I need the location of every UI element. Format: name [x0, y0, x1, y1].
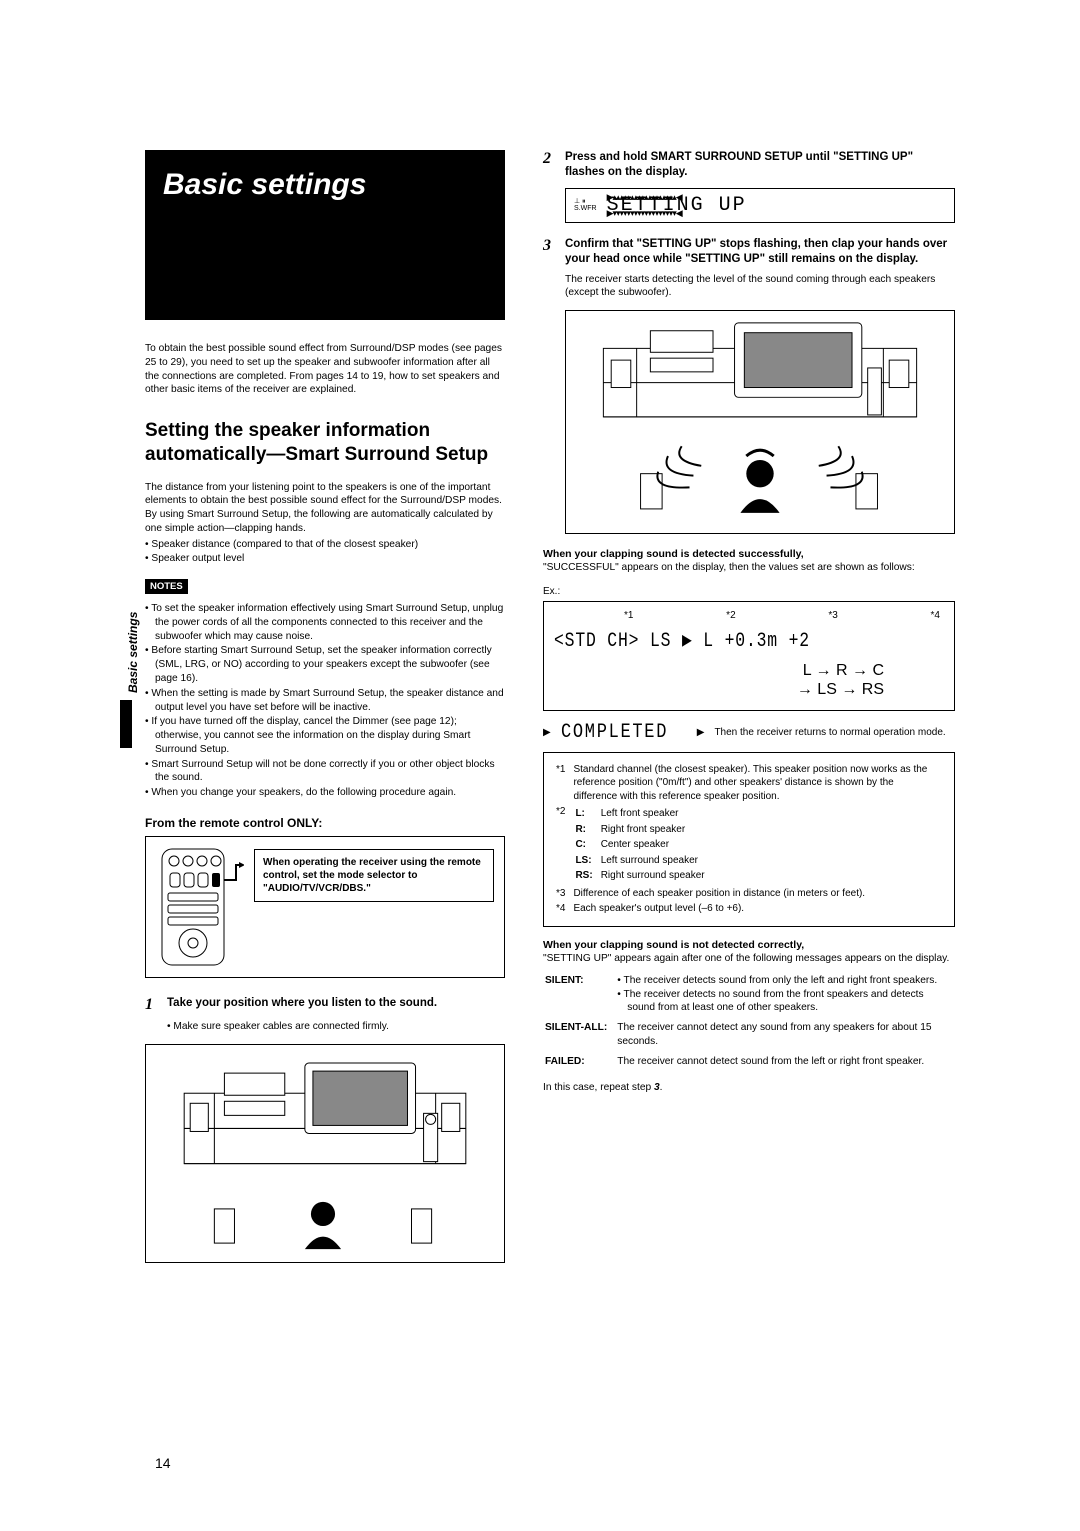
remote-caption: When operating the receiver using the re…	[254, 849, 494, 902]
calc-bullet-0: Speaker distance (compared to that of th…	[145, 538, 505, 552]
completed-note: Then the receiver returns to normal oper…	[714, 726, 945, 739]
fn2-key: *2	[556, 805, 571, 885]
err-silent-0: The receiver detects sound from only the…	[617, 974, 953, 988]
fn2-LS-key: LS:	[575, 855, 591, 866]
display-indicators-icon: ⊥ ⏸S.WFR	[574, 198, 597, 212]
notes-label: NOTES	[145, 579, 188, 594]
err-silent-key: SILENT:	[545, 974, 615, 1019]
success-text: "SUCCESSFUL" appears on the display, the…	[543, 561, 955, 575]
note-4: Smart Surround Setup will not be done co…	[145, 758, 505, 786]
remote-only-heading: From the remote control ONLY:	[145, 816, 505, 830]
step-3-number: 3	[543, 237, 557, 267]
step-2-text: Press and hold SMART SURROUND SETUP unti…	[565, 150, 955, 180]
error-table: SILENT: The receiver detects sound from …	[543, 972, 955, 1075]
page-number: 14	[155, 1455, 171, 1471]
completed-display-text: COMPLETED	[561, 721, 668, 744]
note-3: If you have turned off the display, canc…	[145, 715, 505, 756]
clap-illustration	[565, 310, 955, 534]
remote-diagram-box: When operating the receiver using the re…	[145, 836, 505, 978]
side-tab	[120, 700, 132, 748]
fn2-LS-val: Left surround speaker	[601, 854, 711, 868]
fn2-L-key: L:	[575, 808, 584, 819]
page-content: Basic settings To obtain the best possib…	[145, 150, 970, 1263]
channel-readout-box: *1 *2 *3 *4 <STD CH> LS ▶ L +0.3m +2 L →…	[543, 601, 955, 710]
step-3-sub: The receiver starts detecting the level …	[565, 273, 955, 301]
sequence-line-1: L → R → C	[803, 662, 884, 679]
err-silent-1: The receiver detects no sound from the f…	[617, 988, 953, 1016]
step-1-sub: Make sure speaker cables are connected f…	[167, 1020, 505, 1034]
note-2: When the setting is made by Smart Surrou…	[145, 687, 505, 715]
step-1: 1 Take your position where you listen to…	[145, 996, 505, 1014]
blink-arrows-icon: ▶▴▴▴▴▴▴▴▴▴▴▴▴▴▴▴▴▴▴◀ SETTING UP ▶▾▾▾▾▾▾▾…	[607, 195, 747, 216]
play-icon: ▶	[543, 727, 551, 738]
fn2-RS-val: Right surround speaker	[601, 869, 711, 883]
remote-icon	[156, 847, 244, 967]
marker-3: *3	[828, 610, 837, 621]
err-failed-text: The receiver cannot detect sound from th…	[617, 1055, 953, 1073]
success-heading: When your clapping sound is detected suc…	[543, 548, 955, 562]
repeat-suffix: .	[660, 1082, 663, 1093]
para-distance: The distance from your listening point t…	[145, 481, 505, 509]
err-failed-key: FAILED:	[545, 1055, 615, 1073]
note-0: To set the speaker information effective…	[145, 602, 505, 643]
footnote-markers: *1 *2 *3 *4	[554, 610, 944, 623]
para-autocalc: By using Smart Surround Setup, the follo…	[145, 508, 505, 536]
room-diagram-icon	[154, 1053, 496, 1254]
fn2-body: L: Left front speaker R: Right front speak…	[573, 805, 942, 885]
fn3-key: *3	[556, 887, 571, 901]
notes-list: To set the speaker information effective…	[145, 602, 505, 800]
example-label: Ex.:	[543, 586, 560, 597]
fn2-C-val: Center speaker	[601, 838, 711, 852]
fail-text: "SETTING UP" appears again after one of …	[543, 952, 955, 966]
err-silentall-text: The receiver cannot detect any sound fro…	[617, 1021, 953, 1053]
fail-heading: When your clapping sound is not detected…	[543, 939, 955, 953]
err-silentall-key: SILENT-ALL:	[545, 1021, 615, 1053]
calc-bullet-list: Speaker distance (compared to that of th…	[145, 538, 505, 567]
page-title: Basic settings	[163, 168, 487, 202]
fn4-key: *4	[556, 902, 571, 916]
step-2: 2 Press and hold SMART SURROUND SETUP un…	[543, 150, 955, 180]
step-3-text: Confirm that "SETTING UP" stops flashing…	[565, 237, 955, 267]
footnotes-box: *1 Standard channel (the closest speaker…	[543, 752, 955, 927]
repeat-instruction: In this case, repeat step 3.	[543, 1081, 955, 1095]
completed-row: ▶ COMPLETED ▶ Then the receiver returns …	[543, 721, 955, 744]
note-1: Before starting Smart Surround Setup, se…	[145, 644, 505, 685]
marker-4: *4	[931, 610, 940, 621]
setting-up-display: ⊥ ⏸S.WFR ▶▴▴▴▴▴▴▴▴▴▴▴▴▴▴▴▴▴▴◀ SETTING UP…	[565, 188, 955, 223]
side-section-label: Basic settings	[126, 612, 140, 693]
right-column: 2 Press and hold SMART SURROUND SETUP un…	[543, 150, 955, 1263]
title-block: Basic settings	[145, 150, 505, 320]
step-1-number: 1	[145, 996, 159, 1014]
fn1-text: Standard channel (the closest speaker). …	[573, 763, 942, 804]
fn1-key: *1	[556, 763, 571, 804]
play-icon-2: ▶	[697, 727, 705, 738]
fn2-RS-key: RS:	[575, 870, 592, 881]
intro-paragraph: To obtain the best possible sound effect…	[145, 342, 505, 397]
fn2-C-key: C:	[575, 839, 586, 850]
fn4-text: Each speaker's output level (–6 to +6).	[573, 902, 942, 916]
fn3-text: Difference of each speaker position in d…	[573, 887, 942, 901]
left-column: Basic settings To obtain the best possib…	[145, 150, 505, 1263]
clap-diagram-icon	[574, 319, 946, 525]
fn2-R-val: Right front speaker	[601, 823, 711, 837]
step-1-sub-bullet: Make sure speaker cables are connected f…	[167, 1020, 505, 1034]
step-2-number: 2	[543, 150, 557, 180]
marker-1: *1	[624, 610, 633, 621]
display-setting-up-text: SETTING UP	[607, 194, 747, 217]
calc-bullet-1: Speaker output level	[145, 552, 505, 566]
speaker-sequence: L → R → C → LS → RS	[554, 661, 944, 699]
fn2-R-key: R:	[575, 824, 586, 835]
note-5: When you change your speakers, do the fo…	[145, 786, 505, 800]
listening-position-illustration	[145, 1044, 505, 1263]
fn2-L-val: Left front speaker	[601, 807, 711, 821]
section-heading: Setting the speaker information automati…	[145, 419, 505, 467]
step-3: 3 Confirm that "SETTING UP" stops flashi…	[543, 237, 955, 267]
channel-readout-text: <STD CH> LS ▶ L +0.3m +2	[554, 627, 874, 653]
sequence-line-2: → LS → RS	[797, 681, 884, 698]
repeat-prefix: In this case, repeat step	[543, 1082, 654, 1093]
step-1-text: Take your position where you listen to t…	[167, 996, 437, 1014]
marker-2: *2	[726, 610, 735, 621]
